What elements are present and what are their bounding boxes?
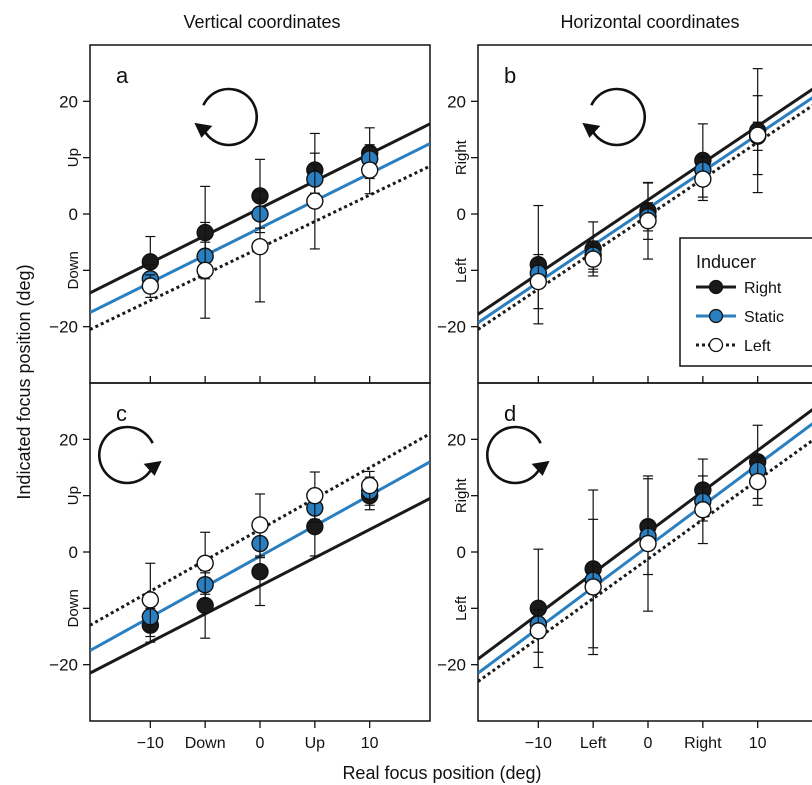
counterclockwise-arrow-icon: [486, 425, 550, 485]
data-point-left: [251, 237, 269, 256]
panel-d-frame: [477, 382, 812, 722]
panel-c-xtick-label: −10: [137, 735, 164, 752]
counterclockwise-arrow-icon: [98, 425, 162, 485]
column-title-horizontal: Horizontal coordinates: [560, 12, 739, 32]
data-point-left: [639, 534, 657, 553]
panel-b-ytick-label: Right: [453, 139, 470, 175]
panel-a-ytick-label: Down: [65, 251, 82, 289]
data-point-left: [748, 126, 767, 144]
panel-a-ytick-label: 20: [59, 92, 78, 111]
data-point-left: [694, 501, 712, 519]
data-point-left: [141, 277, 160, 295]
data-point-left: [196, 261, 214, 280]
x-axis-title: Real focus position (deg): [342, 763, 541, 783]
panel-d-series-left: [529, 457, 767, 656]
data-point-left: [694, 170, 712, 188]
panel-b-ytick-label: −20: [437, 318, 466, 337]
legend-marker-right: [708, 279, 724, 295]
panel-c-ytick-label: −20: [49, 656, 78, 675]
panel-c-xtick-label: 10: [361, 735, 379, 752]
panel-a-letter: a: [116, 63, 129, 88]
data-point-left: [639, 212, 657, 230]
panel-b-series-left: [529, 95, 767, 310]
data-point-right: [251, 563, 269, 581]
column-title-vertical: Vertical coordinates: [183, 12, 340, 32]
y-axis-title: Indicated focus position (deg): [14, 264, 34, 499]
panel-b: −20 Left 0 Right 20 b: [437, 44, 812, 384]
panel-d-ytick-label: Right: [453, 477, 470, 513]
panel-c: −20 Down 0 Up 20 −10 Down 0 Up 10 c: [49, 382, 431, 752]
data-point-left: [306, 486, 324, 505]
data-point-left: [196, 554, 214, 572]
panel-d-xtick-label: −10: [525, 735, 552, 752]
data-point-left: [251, 516, 269, 534]
panel-d-letter: d: [504, 401, 516, 426]
panel-b-ytick-label: 0: [457, 205, 466, 224]
panel-d-xtick-label: 10: [749, 735, 767, 752]
panel-d-ytick-label: 0: [457, 543, 466, 562]
data-point-left: [529, 622, 548, 640]
data-point-left: [306, 192, 324, 210]
panel-d-ytick-label: −20: [437, 656, 466, 675]
panel-c-fit-left: [90, 432, 430, 627]
data-point-left: [584, 250, 602, 268]
panel-b-ytick-label: Left: [453, 257, 470, 283]
legend-label-static: Static: [744, 309, 784, 326]
panel-c-ytick-label: Down: [65, 589, 82, 627]
legend-marker-left: [708, 337, 724, 353]
legend-label-right: Right: [744, 280, 782, 297]
panel-c-series-left: [141, 470, 379, 638]
legend-entry-right: Right: [696, 279, 782, 297]
legend-title: Inducer: [696, 252, 756, 272]
legend-entry-static: Static: [696, 308, 784, 326]
panel-a: −20 Down 0 Up 20 a: [49, 44, 431, 384]
legend-entry-left: Left: [696, 337, 771, 355]
panel-d-ytick-label: 20: [447, 430, 466, 449]
data-point-left: [584, 578, 602, 596]
clockwise-arrow-icon: [194, 87, 258, 147]
panel-c-letter: c: [116, 401, 127, 426]
panel-b-letter: b: [504, 63, 516, 88]
panel-a-ytick-label: 0: [69, 205, 78, 224]
panel-d-xtick-label: 0: [644, 735, 653, 752]
data-point-left: [360, 161, 379, 179]
panel-d: −20 Left 0 Right 20 −10 Left 0 Right 10 d: [437, 382, 812, 752]
panel-d-xtick-label: Right: [684, 735, 722, 752]
panel-c-ytick-label: 0: [69, 543, 78, 562]
panel-c-xtick-label: Down: [185, 735, 226, 752]
panel-c-xtick-label: Up: [305, 735, 326, 752]
legend-marker-static: [708, 308, 724, 324]
panel-a-ytick-label: Up: [65, 148, 82, 167]
panel-c-xtick-label: 0: [256, 735, 265, 752]
panel-d-xtick-label: Left: [580, 735, 607, 752]
panels: −20 Down 0 Up 20 a −20 Left 0 Right 20 b −20 Down 0 Up 2…: [49, 44, 812, 752]
data-point-left: [360, 476, 379, 495]
data-point-left: [529, 272, 548, 291]
panel-a-ytick-label: −20: [49, 318, 78, 337]
panel-d-ytick-label: Left: [453, 595, 470, 621]
clockwise-arrow-icon: [582, 87, 646, 147]
panel-c-ytick-label: Up: [65, 486, 82, 505]
data-point-right: [196, 596, 214, 615]
data-point-left: [141, 591, 160, 609]
panel-b-ytick-label: 20: [447, 92, 466, 111]
data-point-left: [748, 472, 767, 491]
legend-label-left: Left: [744, 338, 771, 355]
panel-a-series-left: [141, 145, 379, 319]
legend: Inducer Right Static Left: [679, 237, 812, 367]
panel-c-ytick-label: 20: [59, 430, 78, 449]
